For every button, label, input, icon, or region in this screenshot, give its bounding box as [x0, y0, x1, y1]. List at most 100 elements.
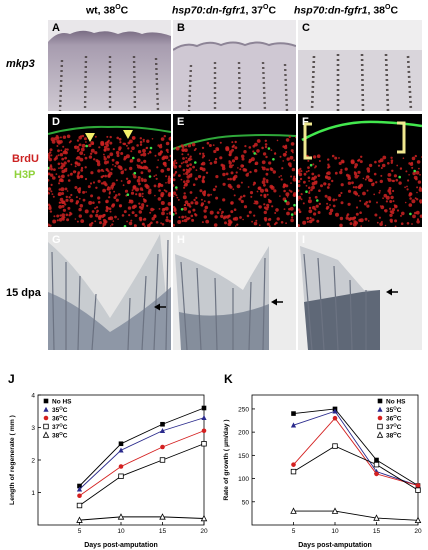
row-label-mkp3: mkp3 — [6, 58, 35, 70]
data-point-marker — [377, 415, 383, 421]
legend-entry: 38OC — [386, 431, 402, 440]
series-line — [293, 445, 419, 491]
column-header-genotype: hsp70:dn-fgfr1 — [294, 4, 368, 17]
data-point-marker — [373, 461, 380, 468]
panel-letter: D — [52, 116, 60, 128]
panel-letter: E — [177, 116, 185, 128]
y-tick-label: 150 — [238, 453, 249, 460]
data-point-marker — [159, 427, 166, 434]
panel-i-15dpa-dn-38: I — [298, 232, 422, 350]
column-header-temp: , 38 — [367, 4, 386, 17]
legend-entry: 36OC — [386, 414, 402, 423]
fin-in-situ-image — [298, 20, 422, 111]
panel-letter: C — [302, 22, 310, 34]
row-label-brdu: BrdU — [12, 153, 39, 165]
degree-sup: O — [115, 4, 121, 11]
bracket-left-icon — [303, 122, 312, 160]
panel-e-brdu-h3p-dn-37: E — [173, 114, 296, 227]
data-point-marker — [43, 423, 49, 430]
panel-letter: H — [177, 234, 185, 246]
data-point-marker — [77, 493, 82, 499]
series-line — [293, 410, 419, 486]
row-label-15dpa: 15 dpa — [6, 287, 41, 299]
legend-entry: 35OC — [386, 406, 402, 415]
data-point-marker — [201, 405, 207, 411]
data-point-marker — [201, 414, 207, 421]
y-axis-label: Length of regenerate ( mm ) — [9, 415, 16, 505]
data-point-marker — [374, 457, 379, 463]
degree-c: C — [120, 4, 129, 17]
degree-sup: O — [385, 4, 391, 11]
panel-letter: F — [302, 116, 309, 128]
arrowhead-icon — [85, 133, 95, 142]
data-point-marker — [43, 398, 49, 404]
data-point-marker — [76, 502, 83, 509]
panel-letter: A — [52, 22, 60, 34]
data-point-marker — [118, 447, 124, 453]
legend-entry: 35OC — [52, 406, 68, 415]
chart-k-rate-of-growth: 50 100 150 200 250 5 10 15 20 Days post-amputatio… — [223, 394, 422, 549]
y-tick-label: 3 — [31, 425, 35, 432]
series-line — [79, 417, 205, 490]
data-point-marker — [374, 471, 379, 477]
fin-regenerate-image — [48, 232, 171, 350]
data-point-marker — [117, 513, 125, 520]
series-line — [79, 407, 205, 487]
data-point-marker — [291, 462, 296, 467]
legend-entry: 36OC — [52, 414, 68, 423]
data-point-marker — [118, 441, 124, 447]
plot-frame — [37, 394, 205, 526]
data-point-marker — [290, 507, 297, 514]
data-point-marker — [414, 516, 422, 524]
arrow-head-icon — [154, 303, 160, 311]
legend-entry: No HS — [386, 399, 406, 406]
series-line — [293, 510, 419, 521]
panel-letter: G — [52, 234, 61, 246]
fin-regenerate-image — [298, 232, 422, 350]
panel-g-15dpa-wt: G — [48, 232, 171, 350]
data-point-marker — [377, 406, 383, 412]
series-line — [79, 516, 205, 521]
data-point-marker — [118, 464, 124, 469]
y-tick-label: 4 — [31, 393, 35, 400]
data-point-marker — [331, 507, 339, 514]
data-point-marker — [377, 398, 383, 404]
x-tick-label: 10 — [117, 528, 125, 535]
data-point-marker — [415, 483, 421, 488]
x-tick-label: 15 — [373, 528, 381, 535]
bracket-right-icon — [397, 121, 406, 154]
x-tick-label: 5 — [78, 528, 82, 535]
y-tick-label: 100 — [238, 476, 249, 483]
data-point-marker — [332, 408, 338, 414]
brdu-h3p-fluorescence-image — [298, 120, 422, 227]
data-point-marker — [332, 415, 338, 421]
y-tick-label: 50 — [242, 499, 250, 506]
degree-sup: O — [263, 4, 269, 11]
x-tick-label: 5 — [292, 528, 296, 535]
panel-h-15dpa-dn-37: H — [173, 232, 296, 350]
y-axis-label: Rate of growth ( µm/day ) — [223, 419, 230, 500]
x-axis-label: Days post-amputation — [298, 542, 372, 549]
data-point-marker — [76, 486, 83, 492]
legend-entry: No HS — [52, 399, 72, 406]
degree-c: C — [390, 4, 399, 17]
column-header-text: wt, 38 — [86, 4, 116, 17]
data-point-marker — [201, 428, 207, 434]
panel-letter: B — [177, 22, 185, 34]
data-point-marker — [373, 514, 380, 521]
y-tick-label: 1 — [31, 490, 35, 497]
data-point-marker — [76, 516, 83, 523]
column-header-genotype: hsp70:dn-fgfr1 — [172, 4, 246, 17]
x-tick-label: 20 — [414, 528, 422, 535]
graph-letter-j: J — [8, 372, 15, 386]
fin-regenerate-image — [173, 232, 296, 350]
panel-f-brdu-h3p-dn-38: F — [298, 114, 422, 227]
y-tick-label: 2 — [31, 458, 35, 465]
data-point-marker — [160, 421, 165, 427]
data-point-marker — [376, 431, 384, 438]
x-tick-label: 15 — [159, 528, 167, 535]
data-point-marker — [201, 441, 207, 447]
data-point-marker — [77, 483, 82, 489]
panel-letter: I — [302, 234, 306, 246]
panel-a-mkp3-wt: A — [48, 20, 171, 111]
